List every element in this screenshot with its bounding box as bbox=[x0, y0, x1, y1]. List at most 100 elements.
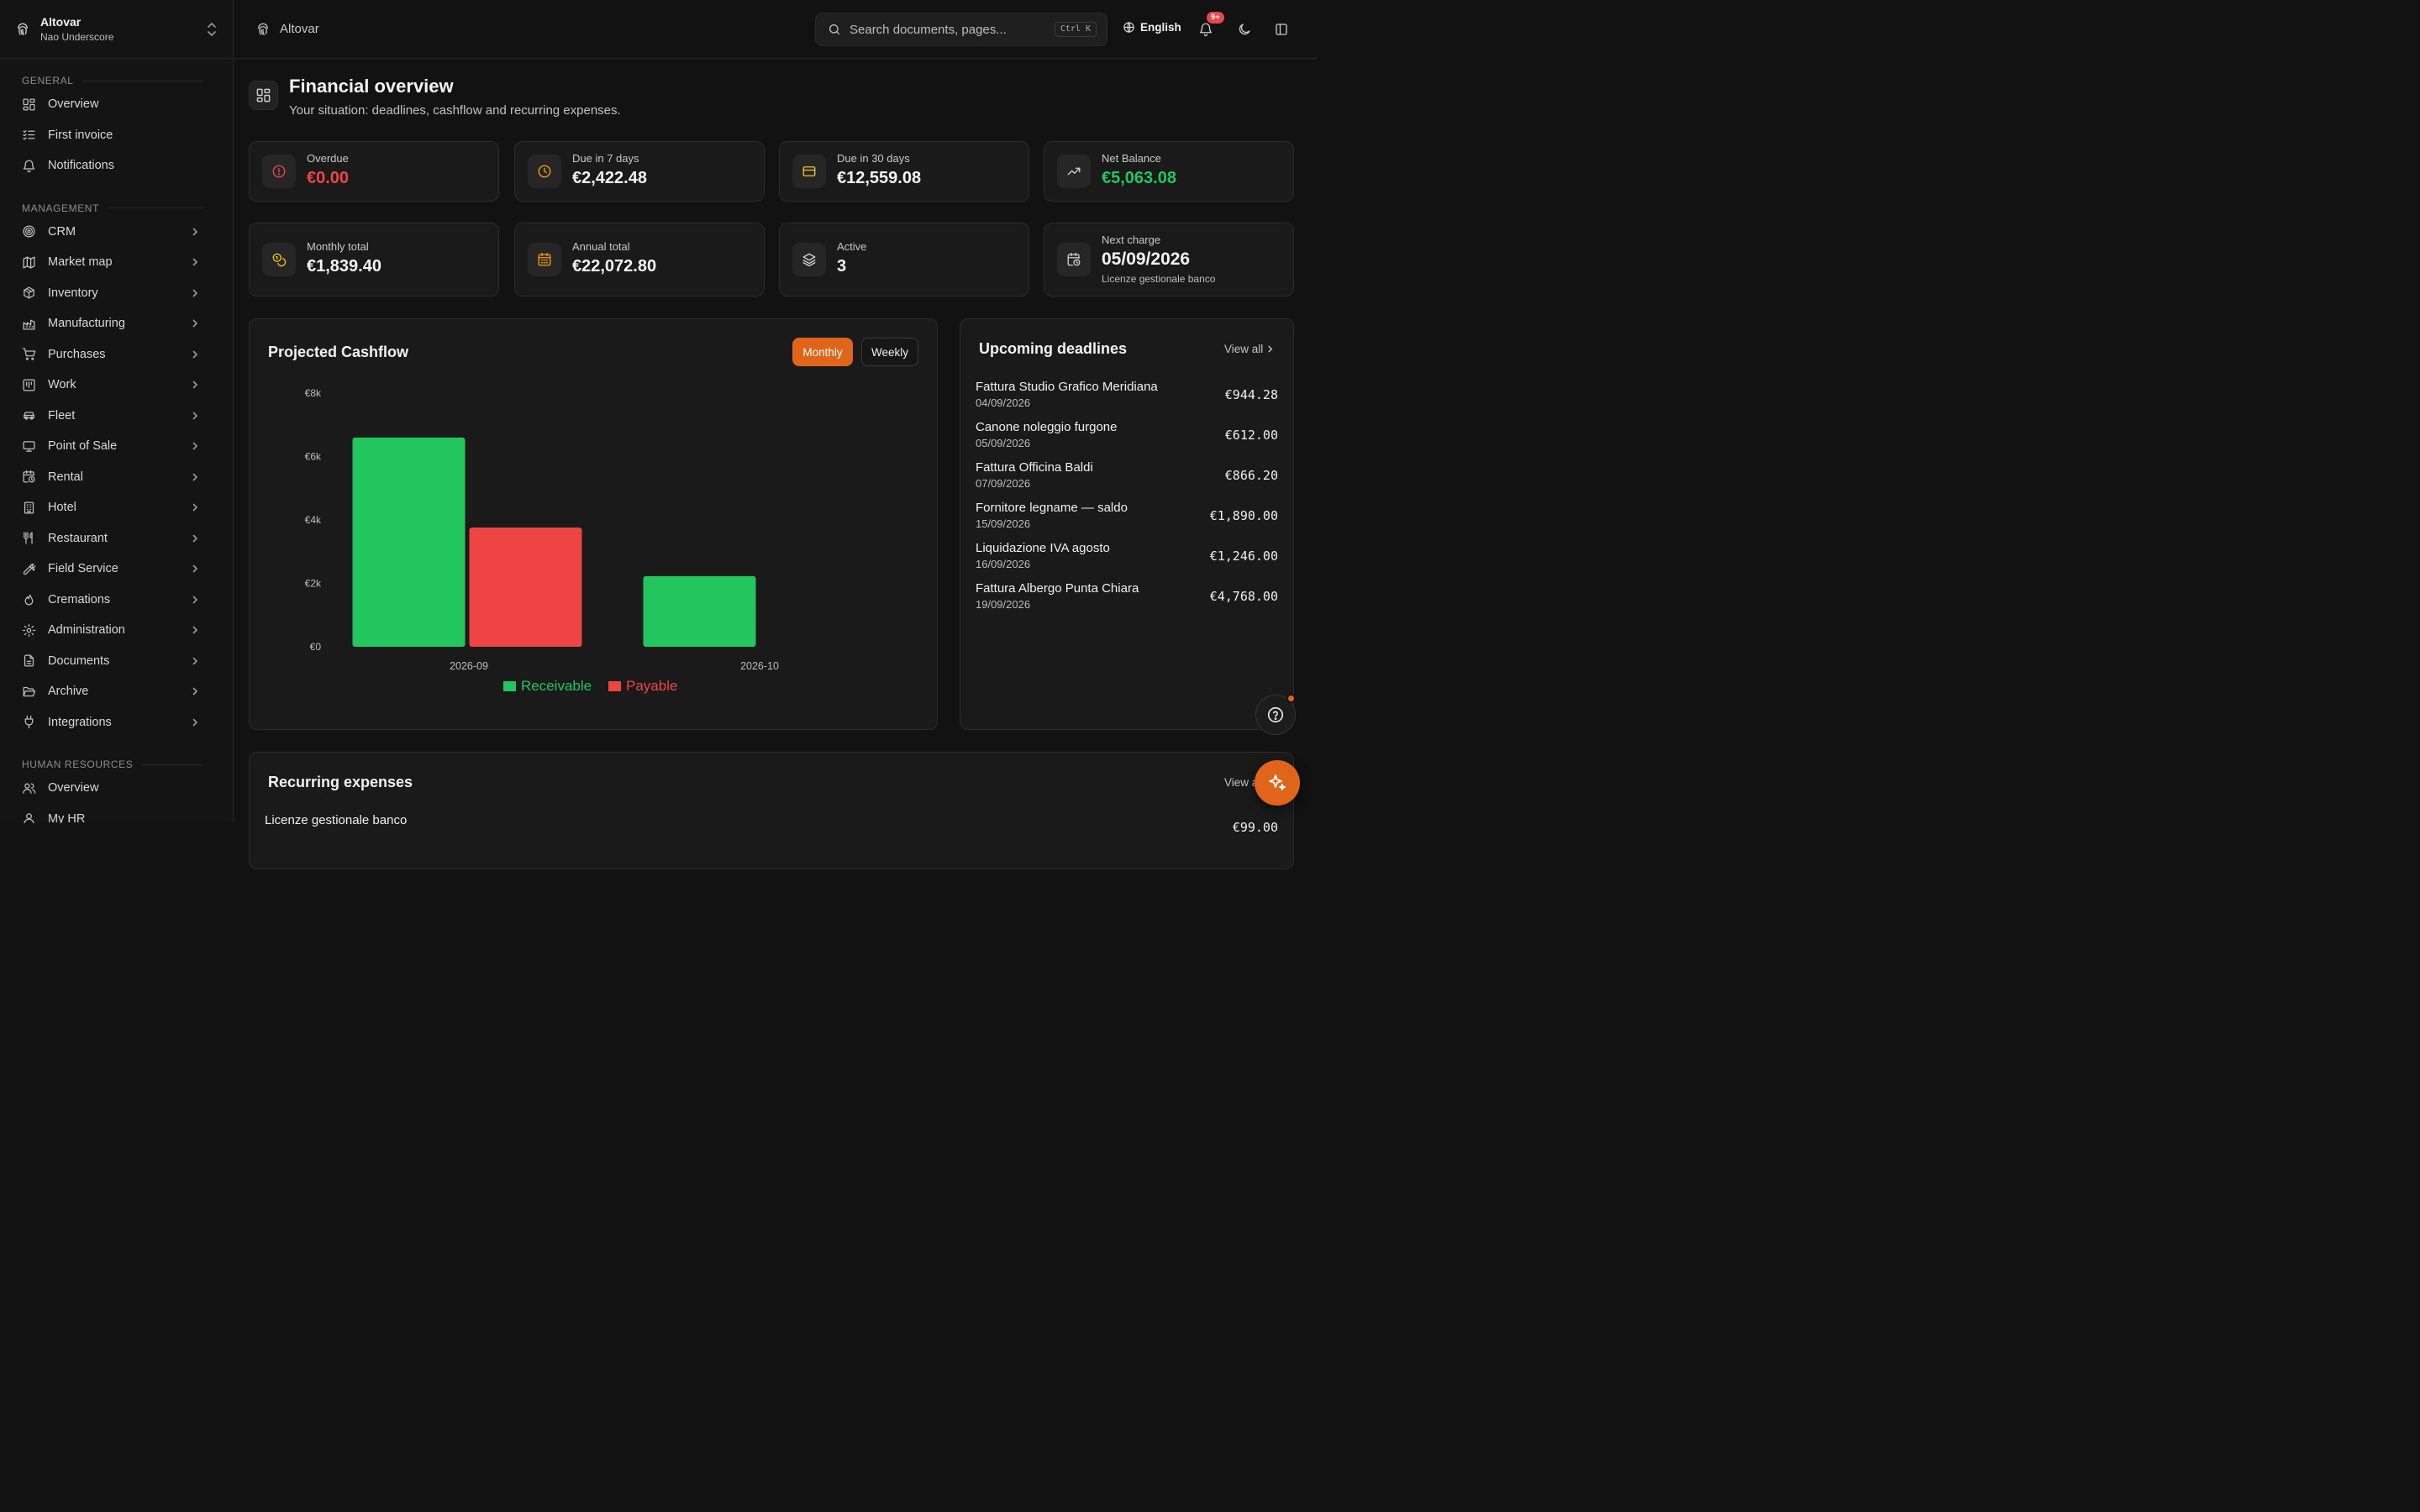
search-placeholder: Search documents, pages... bbox=[850, 22, 1007, 37]
deadline-name: Fornitore legname — saldo bbox=[976, 501, 1128, 515]
topbar-brand[interactable]: Altovar bbox=[255, 22, 319, 37]
stat-card-due-in-30-days: Due in 30 days €12,559.08 bbox=[779, 141, 1029, 202]
sidebar-item-manufacturing[interactable]: Manufacturing bbox=[0, 308, 233, 339]
search-input[interactable]: Search documents, pages... Ctrl K bbox=[815, 13, 1107, 46]
stat-icon-wrap bbox=[262, 155, 296, 188]
org-brand: Altovar Nao Underscore bbox=[40, 15, 113, 43]
bar-receivable-2026-10[interactable] bbox=[643, 575, 756, 647]
moon-icon[interactable] bbox=[1237, 22, 1252, 37]
sidebar-item-overview[interactable]: Overview bbox=[0, 773, 233, 804]
sidebar-item-crm[interactable]: CRM bbox=[0, 217, 233, 248]
bell-icon[interactable] bbox=[1198, 22, 1213, 37]
monthly-toggle[interactable]: Monthly bbox=[792, 338, 853, 366]
chevrons-up-down-icon[interactable] bbox=[206, 22, 218, 37]
deadline-row[interactable]: Fattura Albergo Punta Chiara 19/09/2026 €4… bbox=[976, 581, 1278, 622]
org-user: Nao Underscore bbox=[40, 31, 114, 43]
sidebar-item-label: Rental bbox=[48, 470, 83, 484]
utensils-icon bbox=[24, 532, 33, 544]
sidebar: Altovar Nao Underscore GENERAL Overview Fi… bbox=[0, 0, 234, 823]
y-tick-label: €8k bbox=[305, 387, 322, 399]
sidebar-item-purchases[interactable]: Purchases bbox=[0, 339, 233, 370]
legend-item-receivable[interactable]: Receivable bbox=[503, 678, 592, 694]
sidebar-item-label: Manufacturing bbox=[48, 317, 125, 331]
deadline-row[interactable]: Canone noleggio furgone 05/09/2026 €612.00 bbox=[976, 420, 1278, 460]
sidebar-item-notifications[interactable]: Notifications bbox=[0, 150, 233, 181]
org-switcher[interactable]: Altovar Nao Underscore bbox=[0, 0, 233, 59]
sidebar-item-first-invoice[interactable]: First invoice bbox=[0, 120, 233, 151]
ai-assistant-button[interactable] bbox=[1255, 760, 1300, 806]
stat-icon-wrap bbox=[1057, 155, 1091, 188]
deadline-amount: €866.20 bbox=[1224, 468, 1278, 483]
sidebar-item-label: Point of Sale bbox=[48, 439, 118, 454]
recurring-row-name: Licenze gestionale banco bbox=[265, 813, 408, 827]
recurring-view-all[interactable]: View all bbox=[1224, 776, 1263, 789]
sidebar-item-label: Market map bbox=[48, 255, 113, 270]
bell-icon bbox=[23, 160, 35, 172]
deadline-row[interactable]: Fattura Officina Baldi 07/09/2026 €866.20 bbox=[976, 460, 1278, 501]
bar-receivable-2026-09[interactable] bbox=[352, 437, 466, 647]
sidebar-item-archive[interactable]: Archive bbox=[0, 676, 233, 707]
sidebar-item-restaurant[interactable]: Restaurant bbox=[0, 523, 233, 554]
sidebar-item-fleet[interactable]: Fleet bbox=[0, 401, 233, 432]
language-selector[interactable]: English bbox=[1123, 21, 1181, 34]
chevron-right-icon bbox=[192, 564, 197, 573]
bar-payable-2026-09[interactable] bbox=[469, 528, 582, 647]
alert-circle-icon bbox=[272, 165, 286, 178]
sidebar-item-cremations[interactable]: Cremations bbox=[0, 585, 233, 616]
stat-label: Overdue bbox=[307, 152, 349, 165]
kanban-icon bbox=[23, 379, 35, 391]
legend-item-payable[interactable]: Payable bbox=[608, 678, 677, 694]
weekly-toggle[interactable]: Weekly bbox=[861, 338, 918, 366]
chevron-right-icon bbox=[192, 228, 197, 235]
sidebar-toggle-icon[interactable] bbox=[1274, 22, 1289, 37]
sidebar-item-label: Work bbox=[48, 378, 76, 392]
sidebar-item-rental[interactable]: Rental bbox=[0, 462, 233, 493]
chevron-right-icon bbox=[192, 442, 197, 450]
sidebar-item-integrations[interactable]: Integrations bbox=[0, 707, 233, 738]
sidebar-nav: GENERAL Overview First invoice Notification… bbox=[0, 59, 233, 823]
recurring-view-all-label: View all bbox=[1224, 776, 1264, 789]
search-icon bbox=[829, 24, 839, 34]
deadline-amount: €612.00 bbox=[1224, 428, 1278, 443]
chevron-right-icon bbox=[192, 534, 197, 542]
sidebar-item-market-map[interactable]: Market map bbox=[0, 247, 233, 278]
legend-label: Payable bbox=[626, 678, 677, 694]
calendar-icon bbox=[538, 252, 551, 266]
sidebar-item-label: First invoice bbox=[48, 128, 113, 142]
stat-card-next-charge: Next charge 05/09/2026 Licenze gestionale … bbox=[1044, 223, 1294, 297]
sidebar-item-my-hr[interactable]: My HR bbox=[0, 804, 233, 823]
sidebar-item-documents[interactable]: Documents bbox=[0, 646, 233, 677]
deadline-row[interactable]: Liquidazione IVA agosto 16/09/2026 €1,246.… bbox=[976, 541, 1278, 581]
stat-icon-wrap bbox=[262, 243, 296, 276]
deadline-amount: €944.28 bbox=[1224, 387, 1278, 402]
chevron-right-icon bbox=[192, 596, 197, 603]
fingerprint-icon bbox=[258, 23, 268, 35]
stat-icon-wrap bbox=[1057, 243, 1091, 276]
deadlines-view-all[interactable]: View all bbox=[1224, 343, 1274, 355]
sidebar-item-label: Hotel bbox=[48, 501, 76, 515]
sidebar-item-administration[interactable]: Administration bbox=[0, 615, 233, 646]
sidebar-item-overview[interactable]: Overview bbox=[0, 89, 233, 120]
legend-swatch bbox=[608, 681, 621, 691]
sidebar-item-label: Inventory bbox=[48, 286, 98, 300]
sidebar-item-inventory[interactable]: Inventory bbox=[0, 278, 233, 309]
flame-icon bbox=[24, 595, 34, 606]
dashboard-icon bbox=[256, 88, 271, 102]
sidebar-item-field-service[interactable]: Field Service bbox=[0, 554, 233, 585]
search-shortcut: Ctrl K bbox=[1054, 22, 1097, 37]
chevron-right-icon bbox=[192, 473, 197, 480]
stat-value: €2,422.48 bbox=[572, 169, 647, 187]
file-icon bbox=[24, 654, 34, 667]
calendar-clock-icon bbox=[23, 470, 35, 483]
deadlines-panel: Upcoming deadlines View all Fattura Stud… bbox=[960, 318, 1294, 730]
cart-icon bbox=[22, 348, 36, 360]
sidebar-item-hotel[interactable]: Hotel bbox=[0, 492, 233, 523]
chevron-right-icon bbox=[192, 626, 197, 634]
target-icon bbox=[23, 225, 35, 238]
sidebar-item-work[interactable]: Work bbox=[0, 370, 233, 401]
deadline-row[interactable]: Fattura Studio Grafico Meridiana 04/09/20… bbox=[976, 380, 1278, 420]
sidebar-item-point-of-sale[interactable]: Point of Sale bbox=[0, 431, 233, 462]
sidebar-item-label: Cremations bbox=[48, 592, 111, 606]
deadline-row[interactable]: Fornitore legname — saldo 15/09/2026 €1,89… bbox=[976, 501, 1278, 541]
cashflow-panel: Projected Cashflow Monthly Weekly €0 €2k €… bbox=[249, 318, 938, 730]
